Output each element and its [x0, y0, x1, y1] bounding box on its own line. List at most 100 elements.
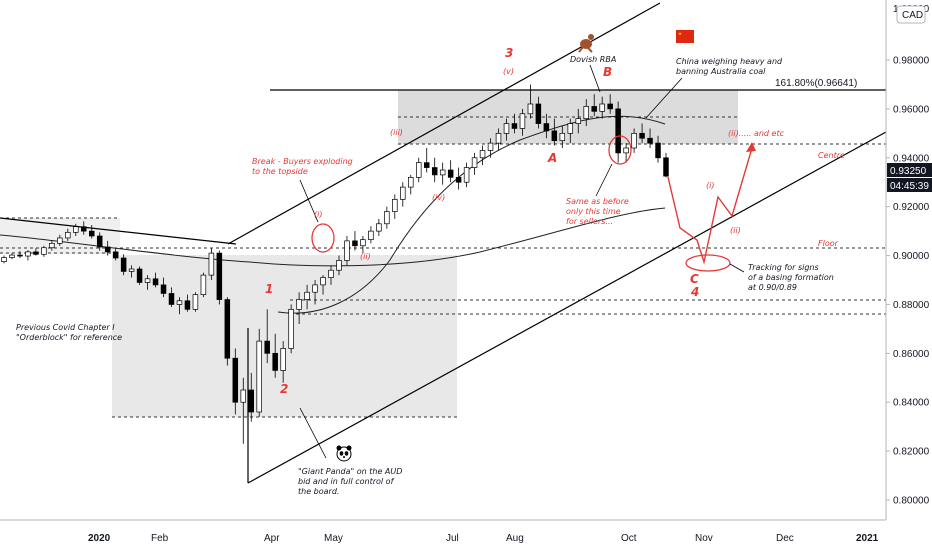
- centre-label: Centre: [818, 151, 845, 160]
- countdown-label: 04:45:39: [890, 181, 929, 192]
- candle: [1, 255, 7, 264]
- candle: [224, 297, 231, 366]
- sellers-circle: [608, 135, 632, 165]
- candle: [344, 236, 350, 266]
- y-tick-label: 0.98000: [893, 56, 930, 67]
- china-label-line-2: banning Australia coal: [676, 67, 766, 76]
- wave-2-label: 2: [280, 382, 288, 396]
- wave-1-label: 1: [265, 282, 273, 296]
- candle: [41, 245, 47, 257]
- y-tick-label: 0.90000: [893, 251, 930, 262]
- time-axis[interactable]: 2020 Feb Apr May Jul Aug Oct Nov Dec 202…: [0, 519, 932, 550]
- floor-label: Floor: [818, 239, 839, 248]
- candle: [176, 297, 183, 315]
- x-tick-2021: 2021: [856, 533, 879, 544]
- china-pointer: [645, 77, 683, 119]
- candle: [280, 341, 286, 383]
- countdown-badge: [887, 178, 932, 192]
- wave-a-label: A: [547, 151, 557, 165]
- y-tick-label: 0.86000: [893, 349, 930, 360]
- candle: [200, 272, 207, 298]
- candle: [128, 265, 135, 278]
- ma-short: [277, 115, 666, 314]
- x-tick-jul: Jul: [446, 533, 459, 544]
- dovish-rba-label: Dovish RBA: [570, 55, 616, 64]
- candle: [192, 292, 199, 312]
- candle: [264, 309, 270, 364]
- candle: [400, 182, 406, 207]
- candle: [152, 272, 159, 288]
- candle: [663, 152, 669, 178]
- proj-wave-ii-label: (ii): [730, 226, 741, 235]
- candle: [65, 228, 71, 241]
- candle: [463, 162, 470, 188]
- candle: [208, 248, 215, 280]
- candle: [567, 118, 574, 144]
- candle: [120, 254, 127, 276]
- candle: [487, 138, 494, 158]
- candle: [583, 99, 589, 126]
- candle: [423, 148, 430, 173]
- panda-pointer: [299, 407, 327, 459]
- candle: [33, 248, 39, 256]
- candle: [88, 225, 95, 239]
- covid-label-line-2: "Orderblock" for reference: [16, 333, 122, 342]
- basing-label-line-2: of a basing formation: [748, 273, 834, 282]
- panda-icon: [336, 445, 352, 462]
- candle: [352, 231, 358, 251]
- wave-4-label: 4: [690, 285, 699, 299]
- candle: [408, 174, 414, 195]
- candle: [543, 113, 550, 139]
- price-axis[interactable]: 1.000000.980000.960000.940000.920000.900…: [885, 0, 932, 520]
- basing-label-line-3: at 0.90/0.89: [748, 283, 797, 292]
- y-tick-label: 0.92000: [893, 202, 930, 213]
- candle: [304, 284, 310, 310]
- candle: [623, 143, 629, 163]
- break-pointer: [299, 179, 319, 223]
- panda-label-line-1: "Giant Panda" on the AUD: [298, 467, 402, 476]
- candle: [384, 206, 390, 229]
- china-label-line-1: China weighing heavy and: [676, 57, 783, 66]
- candle: [168, 287, 175, 307]
- x-tick-dec: Dec: [776, 533, 794, 544]
- y-tick-label: 0.96000: [893, 104, 930, 115]
- fib-price-badge: [887, 84, 932, 96]
- candle: [73, 223, 79, 236]
- candle: [615, 101, 621, 163]
- candle: [631, 128, 637, 153]
- wave-i-label: (i): [314, 210, 322, 219]
- currency-label[interactable]: CAD: [902, 10, 923, 21]
- panda-label-line-2: bid and in full control of: [298, 477, 395, 486]
- dovish-pointer: [589, 64, 601, 93]
- candle: [511, 113, 518, 134]
- x-tick-aug: Aug: [506, 533, 524, 544]
- candle: [49, 240, 55, 251]
- projection-arrow: [746, 142, 756, 152]
- current-price-badge: [887, 163, 932, 177]
- same-label-line-1: Same as before: [566, 197, 629, 206]
- candle: [272, 333, 278, 378]
- candle: [248, 372, 255, 422]
- candle: [296, 292, 302, 324]
- candle: [591, 94, 597, 117]
- kangaroo-icon: [578, 34, 594, 53]
- candle: [559, 126, 566, 148]
- candle: [551, 118, 558, 146]
- china-flag-icon: [676, 30, 694, 43]
- wave-b-label: B: [603, 65, 612, 79]
- x-tick-apr: Apr: [264, 533, 280, 544]
- candle: [495, 128, 502, 151]
- current-price-label: 0.93250: [890, 166, 927, 177]
- same-label-line-2: only this time: [566, 207, 621, 216]
- candle: [96, 232, 103, 251]
- candle: [256, 328, 262, 417]
- candle: [25, 250, 31, 261]
- y-tick-label: 0.82000: [893, 447, 930, 458]
- wave-c-label: C: [690, 272, 699, 286]
- projection-path: [667, 147, 753, 265]
- x-tick-oct: Oct: [621, 533, 637, 544]
- candle: [376, 218, 382, 236]
- currency-badge[interactable]: [896, 5, 926, 24]
